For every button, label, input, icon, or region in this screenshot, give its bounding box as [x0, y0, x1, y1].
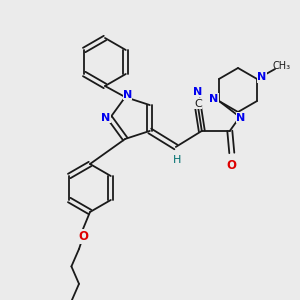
Text: CH₃: CH₃	[273, 61, 291, 71]
Text: N: N	[209, 94, 219, 104]
Text: N: N	[236, 113, 245, 123]
Text: C: C	[194, 99, 202, 109]
Text: O: O	[78, 230, 88, 243]
Text: N: N	[123, 90, 132, 100]
Text: O: O	[227, 159, 237, 172]
Text: N: N	[193, 87, 203, 97]
Text: H: H	[172, 155, 181, 165]
Text: N: N	[257, 72, 267, 82]
Text: N: N	[101, 113, 111, 123]
